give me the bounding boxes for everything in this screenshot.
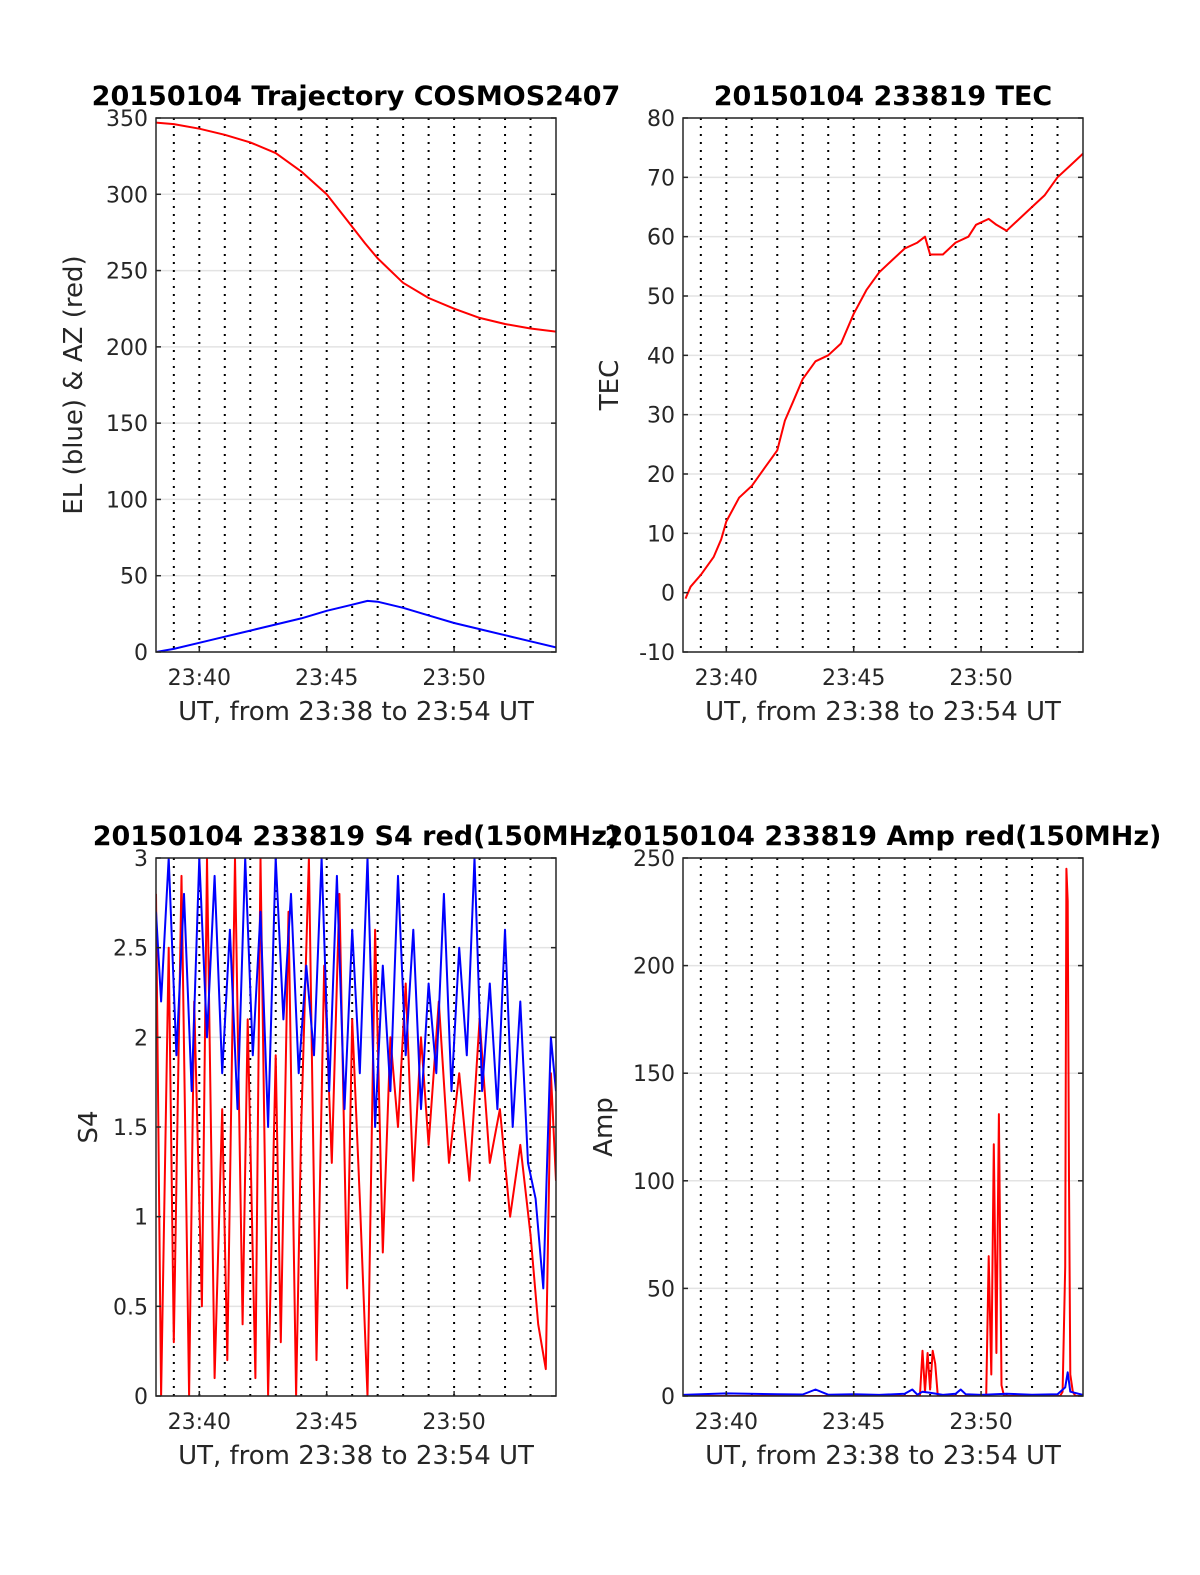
x-tick-label: 23:45 xyxy=(822,1410,885,1435)
chart-tec: -10 0 10 20 30 40 50 60 70 80 23:40 23:45 23:50 20150… xyxy=(595,81,1084,727)
plot-area xyxy=(683,118,1083,652)
y-tick-label: 0 xyxy=(134,641,148,666)
series-line-blue xyxy=(156,599,556,652)
y-tick-label: 10 xyxy=(647,522,675,547)
x-tick-label: 23:40 xyxy=(695,1410,758,1435)
y-tick-label: -10 xyxy=(639,641,675,666)
x-tick-label: 23:50 xyxy=(949,1410,1012,1435)
chart-s4: 0 0.5 1 1.5 2 2.5 3 23:40 23:45 23:50 20150104 233… xyxy=(74,821,619,1471)
series-line-red xyxy=(156,121,556,333)
y-tick-label: 50 xyxy=(647,1277,675,1302)
x-tick-label: 23:45 xyxy=(295,1410,358,1435)
chart-title: 20150104 233819 S4 red(150MHz) xyxy=(93,821,620,852)
x-tick-label: 23:50 xyxy=(422,666,485,691)
x-tick-label: 23:50 xyxy=(422,1410,485,1435)
y-tick-label: 100 xyxy=(633,1170,675,1195)
y-tick-label: 200 xyxy=(106,336,148,361)
y-tick-label: 30 xyxy=(647,404,675,429)
y-tick-label: 50 xyxy=(120,565,148,590)
chart-title: 20150104 233819 TEC xyxy=(714,81,1053,112)
y-tick-label: 100 xyxy=(106,488,148,513)
y-axis-label: EL (blue) & AZ (red) xyxy=(59,255,89,514)
x-axis-label: UT, from 23:38 to 23:54 UT xyxy=(178,697,534,727)
y-tick-label: 2 xyxy=(134,1026,148,1051)
series-line-red xyxy=(683,867,1083,1396)
chart-trajectory: 0 50 100 150 200 250 300 350 23:40 23:45 23:50 2015… xyxy=(59,81,620,727)
y-tick-label: 20 xyxy=(647,463,675,488)
y-axis-label: Amp xyxy=(589,1097,619,1157)
y-tick-label: 80 xyxy=(647,107,675,132)
y-tick-label: 40 xyxy=(647,344,675,369)
x-axis-label: UT, from 23:38 to 23:54 UT xyxy=(178,1441,534,1471)
y-tick-label: 250 xyxy=(633,847,675,872)
series-line-red xyxy=(684,152,1083,599)
y-tick-label: 1.5 xyxy=(113,1116,148,1141)
y-tick-label: 350 xyxy=(106,107,148,132)
y-tick-label: 2.5 xyxy=(113,937,148,962)
y-axis-label: S4 xyxy=(74,1110,104,1143)
chart-title: 20150104 Trajectory COSMOS2407 xyxy=(92,81,621,112)
series-line-blue xyxy=(683,1371,1083,1396)
x-tick-label: 23:40 xyxy=(168,1410,231,1435)
y-tick-label: 0 xyxy=(661,1385,675,1410)
chart-title: 20150104 233819 Amp red(150MHz) xyxy=(605,821,1162,852)
axes-box xyxy=(682,117,1084,653)
axes-box xyxy=(682,857,1084,1397)
x-axis-label: UT, from 23:38 to 23:54 UT xyxy=(705,1441,1061,1471)
axes-box xyxy=(155,117,557,653)
chart-amp: 0 50 100 150 200 250 23:40 23:45 23:50 20150104 2… xyxy=(589,821,1161,1471)
y-tick-label: 0.5 xyxy=(113,1295,148,1320)
y-tick-label: 300 xyxy=(106,183,148,208)
y-tick-label: 70 xyxy=(647,166,675,191)
x-tick-label: 23:50 xyxy=(949,666,1012,691)
plot-area xyxy=(683,858,1083,1396)
y-tick-label: 0 xyxy=(134,1385,148,1410)
plot-area xyxy=(156,118,556,652)
x-tick-label: 23:45 xyxy=(822,666,885,691)
y-tick-label: 3 xyxy=(134,847,148,872)
series-line-blue xyxy=(156,858,556,1290)
x-tick-label: 23:45 xyxy=(295,666,358,691)
y-tick-label: 200 xyxy=(633,955,675,980)
y-tick-label: 60 xyxy=(647,226,675,251)
y-axis-label: TEC xyxy=(595,360,625,411)
x-tick-label: 23:40 xyxy=(695,666,758,691)
x-tick-label: 23:40 xyxy=(168,666,231,691)
y-tick-label: 150 xyxy=(633,1062,675,1087)
y-tick-label: 50 xyxy=(647,285,675,310)
y-tick-label: 250 xyxy=(106,260,148,285)
y-tick-label: 150 xyxy=(106,412,148,437)
y-tick-label: 0 xyxy=(661,582,675,607)
x-axis-label: UT, from 23:38 to 23:54 UT xyxy=(705,697,1061,727)
y-tick-label: 1 xyxy=(134,1206,148,1231)
